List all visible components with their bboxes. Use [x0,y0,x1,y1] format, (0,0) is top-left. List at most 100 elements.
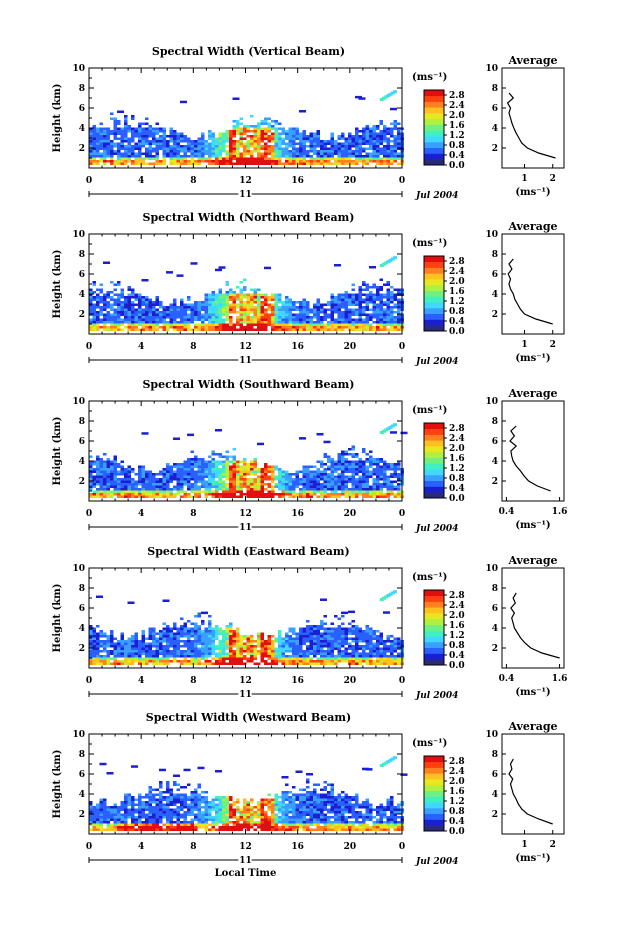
panel-title: Spectral Width (Eastward Beam) [147,545,349,558]
colorbar-swatch [424,813,444,820]
colorbar-frame [423,255,445,332]
colorbar-tick-label: 2.0 [449,444,465,454]
colorbar-tick-label: 0.4 [449,317,465,327]
colorbar-tick-label: 0.4 [449,817,465,827]
colorbar-swatch [424,607,444,614]
x-tick-label: 0 [86,509,92,519]
colorbar-tick-label: 0.8 [449,141,465,151]
y-tick-label: 8 [79,750,85,760]
y-tick-label: 2 [79,644,85,654]
colorbar-tick-label: 0.0 [449,161,465,171]
x-tick-label: 8 [190,176,196,186]
x-tick-label: 4 [138,176,144,186]
heatmap-cells [89,423,408,498]
colorbar-swatch [424,136,444,143]
panel-3: Spectral Width (Southward Beam) 2 4 6 8 10 Hei… [52,378,568,535]
heatmap-cells [89,256,404,331]
colorbar-swatch [424,819,444,826]
x-tick-label: 8 [190,842,196,852]
colorbar-tick-label: 2.8 [449,757,465,767]
colorbar-swatch [424,618,444,625]
y-tick-label: 4 [79,124,85,134]
colorbar-frame [423,422,445,499]
panel-title: Spectral Width (Westward Beam) [146,711,351,724]
x-tick-label: 20 [344,676,357,686]
x-tick-label: 0 [86,342,92,352]
y-tick-label: 10 [72,730,85,740]
colorbar-tick-label: 1.6 [449,787,465,797]
colorbar-tick-label: 0.8 [449,474,465,484]
colorbar-swatch [424,256,444,263]
x-tick-label: 16 [291,676,304,686]
colorbar-swatch [424,756,444,763]
y-tick-label: 4 [79,457,85,467]
panel-title: Spectral Width (Vertical Beam) [152,45,345,58]
average-y-tick-label: 10 [485,230,498,240]
date-label: Jul 2004 [414,691,458,701]
colorbar-swatch [424,153,444,160]
y-tick-label: 8 [79,417,85,427]
colorbar-swatch [424,636,444,643]
colorbar-tick-label: 0.0 [449,661,465,671]
x-tick-label: 0 [399,509,405,519]
average-frame [501,67,565,169]
colorbar-swatch [424,90,444,97]
x-tick-label: 16 [291,342,304,352]
colorbar-swatch [424,796,444,803]
average-x-tick-label: 1 [521,174,527,184]
x-tick-label: 12 [239,842,252,852]
colorbar-tick-label: 2.8 [449,91,465,101]
colorbar-swatch [424,601,444,608]
panel-1: Spectral Width (Vertical Beam)246810Heig… [52,45,565,202]
date-label: Jul 2004 [414,857,458,867]
average-title: Average [507,720,557,733]
average-y-tick-label: 2 [492,310,498,320]
colorbar-swatch [424,107,444,114]
y-tick-label: 8 [79,584,85,594]
colorbar-swatch [424,113,444,120]
colorbar-swatch [424,124,444,131]
x-tick-label: 16 [291,509,304,519]
colorbar-tick-label: 1.6 [449,621,465,631]
x-tick-label: 8 [190,342,196,352]
average-profile-line [509,425,551,492]
colorbar-swatch [424,141,444,148]
average-x-tick-label: 0.4 [499,674,515,684]
average-frame [501,733,565,835]
average-x-tick-label: 2 [550,840,556,850]
average-x-tick-label: 2 [550,174,556,184]
colorbar-swatch [424,313,444,320]
colorbar-tick-label: 2.4 [449,101,465,111]
colorbar-swatch [424,653,444,660]
average-y-tick-label: 2 [492,810,498,820]
colorbar-swatch [424,457,444,464]
colorbar-frame [423,89,445,166]
average-y-tick-label: 8 [492,584,498,594]
average-x-tick-label: 1.6 [552,507,568,517]
y-tick-label: 2 [79,310,85,320]
colorbar-swatch [424,118,444,125]
colorbar-tick-label: 0.8 [449,807,465,817]
colorbar-tick-label: 0.4 [449,151,465,161]
panel-2: Spectral Width (Northward Beam)246810Hei… [52,211,565,368]
y-tick-label: 6 [79,104,85,114]
y-axis-label: Height (km) [52,584,63,653]
average-y-tick-label: 2 [492,477,498,487]
x-tick-label: 16 [291,176,304,186]
x-tick-label: 4 [138,676,144,686]
average-y-tick-label: 2 [492,144,498,154]
colorbar-unit: (ms⁻¹) [412,405,447,416]
y-tick-label: 8 [79,250,85,260]
colorbar-swatch [424,319,444,326]
colorbar-swatch [424,446,444,453]
average-title: Average [507,54,557,67]
x-tick-label: 4 [138,842,144,852]
day-label: 11 [239,523,252,533]
x-tick-label: 0 [86,842,92,852]
average-y-tick-label: 10 [485,397,498,407]
x-tick-label: 4 [138,509,144,519]
colorbar-tick-label: 1.6 [449,454,465,464]
x-tick-label: 0 [399,342,405,352]
y-tick-label: 10 [72,564,85,574]
colorbar-swatch [424,767,444,774]
